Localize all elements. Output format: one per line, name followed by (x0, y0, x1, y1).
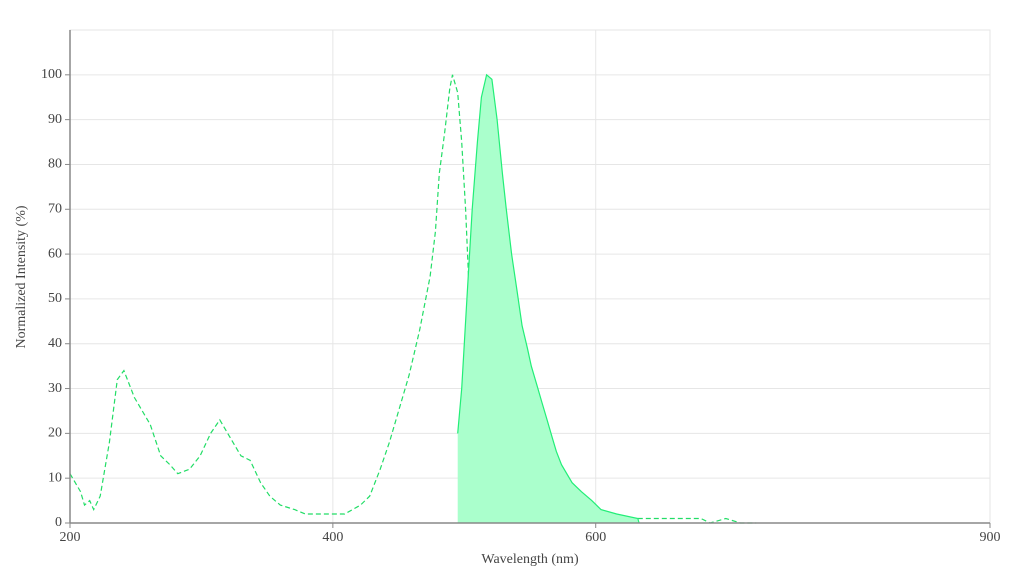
y-tick-label: 90 (48, 112, 62, 127)
excitation-line (69, 74, 757, 524)
emission-area (457, 74, 640, 524)
y-tick-label: 10 (48, 470, 62, 485)
y-tick-label: 50 (48, 291, 62, 306)
y-tick-label: 80 (48, 157, 62, 172)
y-tick-label: 30 (48, 381, 62, 396)
x-tick-label: 400 (322, 530, 343, 545)
x-tick-label: 900 (980, 530, 1001, 545)
y-tick-label: 60 (48, 246, 62, 261)
y-tick-label: 100 (41, 67, 62, 82)
y-tick-label: 0 (55, 515, 62, 530)
y-tick-label: 20 (48, 426, 62, 441)
x-axis-label: Wavelength (nm) (481, 552, 579, 567)
x-tick-label: 200 (60, 530, 81, 545)
x-tick-label: 600 (585, 530, 606, 545)
emission-line (457, 73, 640, 524)
y-tick-label: 70 (48, 201, 62, 216)
y-axis-label: Normalized Intensity (%) (14, 205, 29, 348)
y-tick-label: 40 (48, 336, 62, 351)
